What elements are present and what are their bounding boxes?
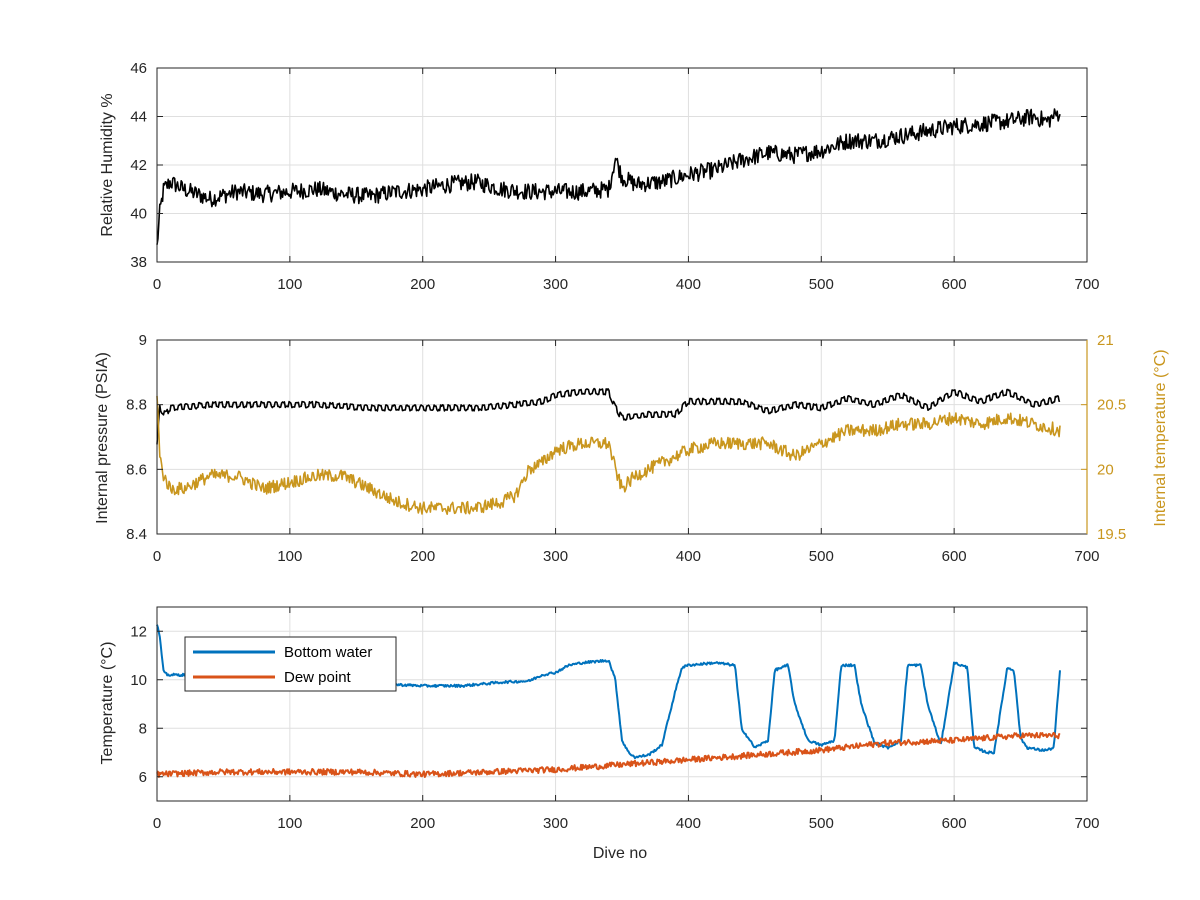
- y-tick-label: 6: [139, 769, 147, 786]
- x-tick-label: 0: [153, 815, 161, 832]
- x-tick-label: 400: [676, 548, 701, 565]
- x-tick-label: 100: [277, 815, 302, 832]
- x-tick-label: 500: [809, 815, 834, 832]
- series-line-2-1: [156, 731, 1061, 778]
- y-tick-label: 40: [130, 206, 147, 223]
- x-tick-label: 400: [676, 815, 701, 832]
- x-tick-label: 700: [1074, 815, 1099, 832]
- x-tick-label: 600: [942, 276, 967, 293]
- axes-box: [156, 339, 1088, 535]
- humidity-axes-frame: [156, 67, 1088, 263]
- x-tick-label: 500: [809, 548, 834, 565]
- y-tick-label: 8: [139, 720, 147, 737]
- y-tick-label: 12: [130, 623, 147, 640]
- x-tick-label: 200: [410, 276, 435, 293]
- y-tick-label: 10: [130, 672, 147, 689]
- series-line-0-0: [156, 108, 1061, 245]
- x-tick-label: 200: [410, 548, 435, 565]
- x-tick-label: 0: [153, 548, 161, 565]
- pressure-grid: [156, 339, 1088, 535]
- series-line-1-1: [156, 395, 1061, 516]
- y-tick-label: 46: [130, 60, 147, 77]
- temperature-x-ticks: 0 100 200 300 400 500 600 700: [153, 815, 1100, 832]
- humidity-grid: [156, 67, 1088, 263]
- humidity-panel: 0 100 200 300 400 500 600 700 38 40 42 44 46 Relati…: [99, 60, 1100, 293]
- internal-temperature-y-label: Internal temperature (°C): [1152, 349, 1169, 526]
- temperature-y-ticks: 6 8 10 12: [130, 623, 147, 786]
- x-tick-label: 600: [942, 548, 967, 565]
- humidity-series: [156, 108, 1061, 245]
- y-tick-label: 44: [130, 109, 147, 126]
- x-tick-label: 0: [153, 276, 161, 293]
- temperature-panel: 0 100 200 300 400 500 600 700 6 8 10 12 Temperatur…: [99, 606, 1100, 862]
- y-tick-label: 42: [130, 157, 147, 174]
- legend: Bottom water Dew point: [184, 636, 397, 692]
- temperature-axes-frame: [156, 606, 1088, 802]
- y2-tick-label: 19.5: [1097, 526, 1126, 543]
- y-tick-label: 9: [139, 332, 147, 349]
- x-tick-label: 500: [809, 276, 834, 293]
- x-tick-label: 700: [1074, 548, 1099, 565]
- y-tick-label: 38: [130, 254, 147, 271]
- x-tick-label: 300: [543, 276, 568, 293]
- pressure-y-ticks: 8.4 8.6 8.8 9: [126, 332, 147, 543]
- y-tick-label: 8.4: [126, 526, 147, 543]
- temperature-y-label: Temperature (°C): [99, 642, 116, 765]
- x-tick-label: 600: [942, 815, 967, 832]
- temperature-x-label: Dive no: [593, 845, 647, 862]
- y-tick-label: 8.8: [126, 397, 147, 414]
- humidity-y-ticks: 38 40 42 44 46: [130, 60, 147, 271]
- x-tick-label: 700: [1074, 276, 1099, 293]
- humidity-y-label: Relative Humidity %: [99, 93, 116, 236]
- y2-tick-label: 20.5: [1097, 397, 1126, 414]
- pressure-y-label: Internal pressure (PSIA): [94, 352, 111, 524]
- y-tick-label: 8.6: [126, 461, 147, 478]
- internal-temperature-y-ticks: 19.5 20 20.5 21: [1097, 332, 1126, 543]
- x-tick-label: 100: [277, 276, 302, 293]
- y2-tick-label: 20: [1097, 461, 1114, 478]
- axes-box: [156, 67, 1088, 263]
- pressure-temperature-panel: 0 100 200 300 400 500 600 700 8.4 8.6 8.8 9 19.5 20…: [94, 332, 1169, 565]
- pressure-axes-frame: [156, 339, 1088, 535]
- x-tick-label: 300: [543, 548, 568, 565]
- legend-label-dew-point: Dew point: [284, 669, 352, 686]
- legend-label-bottom-water: Bottom water: [284, 644, 372, 661]
- legend-box: [184, 636, 397, 692]
- series-line-1-0: [156, 387, 1061, 445]
- humidity-x-ticks: 0 100 200 300 400 500 600 700: [153, 276, 1100, 293]
- x-tick-label: 200: [410, 815, 435, 832]
- x-tick-label: 300: [543, 815, 568, 832]
- x-tick-label: 400: [676, 276, 701, 293]
- axes-box: [156, 606, 1088, 802]
- y2-tick-label: 21: [1097, 332, 1114, 349]
- x-tick-label: 100: [277, 548, 302, 565]
- pressure-x-ticks: 0 100 200 300 400 500 600 700: [153, 548, 1100, 565]
- pressure-series: [156, 387, 1061, 516]
